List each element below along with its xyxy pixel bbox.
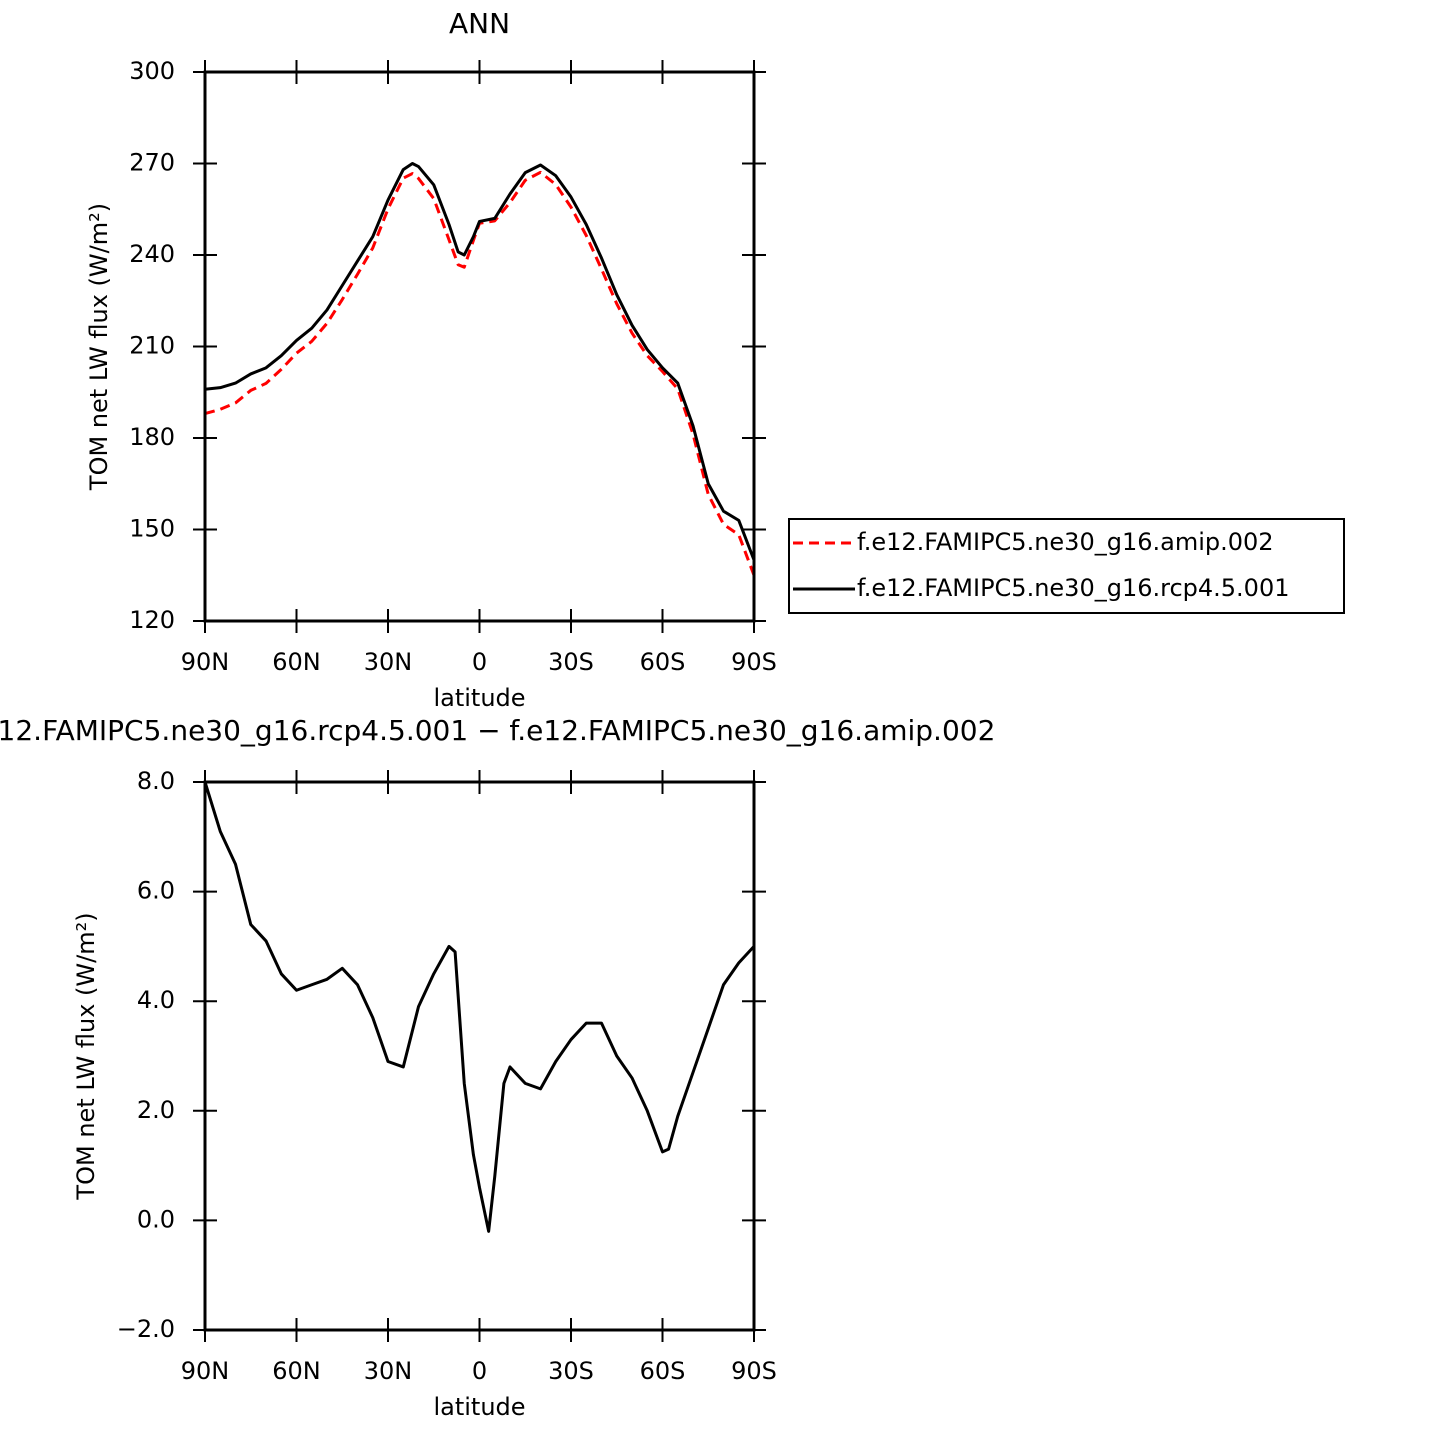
chart-title: ANN bbox=[449, 7, 510, 40]
y-tick-label: 210 bbox=[129, 332, 175, 360]
x-tick-label: 60N bbox=[272, 648, 321, 676]
x-tick-label: 90N bbox=[181, 648, 230, 676]
chart-title: f.e12.FAMIPC5.ne30_g16.rcp4.5.001 − f.e1… bbox=[0, 714, 995, 747]
y-tick-label: 2.0 bbox=[137, 1096, 175, 1124]
y-tick-label: 120 bbox=[129, 606, 175, 634]
legend-label: f.e12.FAMIPC5.ne30_g16.amip.002 bbox=[857, 528, 1274, 556]
legend-label: f.e12.FAMIPC5.ne30_g16.rcp4.5.001 bbox=[857, 574, 1290, 602]
x-axis-label: latitude bbox=[433, 684, 525, 712]
x-tick-label: 30S bbox=[548, 1357, 594, 1385]
legend-box bbox=[788, 518, 1345, 614]
y-tick-label: 270 bbox=[129, 149, 175, 177]
x-tick-label: 60S bbox=[640, 648, 686, 676]
y-axis-label: TOM net LW flux (W/m²) bbox=[72, 912, 100, 1200]
data-line bbox=[204, 162, 756, 561]
plot-frame bbox=[203, 70, 756, 623]
x-tick-label: 30N bbox=[364, 648, 413, 676]
x-tick-label: 90N bbox=[181, 1357, 230, 1385]
x-tick-label: 30N bbox=[364, 1357, 413, 1385]
x-tick-label: 60S bbox=[640, 1357, 686, 1385]
y-tick-label: 0.0 bbox=[137, 1205, 175, 1233]
y-tick-label: 4.0 bbox=[137, 986, 175, 1014]
y-tick-label: 180 bbox=[129, 423, 175, 451]
y-axis-label: TOM net LW flux (W/m²) bbox=[85, 203, 113, 491]
x-axis-label: latitude bbox=[433, 1393, 525, 1421]
x-tick-label: 60N bbox=[272, 1357, 321, 1385]
plot-frame bbox=[203, 780, 756, 1332]
x-tick-label: 30S bbox=[548, 648, 594, 676]
data-line bbox=[203, 781, 756, 1233]
y-tick-label: 300 bbox=[129, 57, 175, 85]
y-tick-label: 150 bbox=[129, 515, 175, 543]
y-tick-label: 6.0 bbox=[137, 877, 175, 905]
x-tick-label: 0 bbox=[472, 648, 487, 676]
x-tick-label: 0 bbox=[472, 1357, 487, 1385]
x-tick-label: 90S bbox=[731, 1357, 777, 1385]
y-tick-label: −2.0 bbox=[117, 1315, 175, 1343]
y-tick-label: 240 bbox=[129, 240, 175, 268]
data-line bbox=[204, 170, 756, 576]
x-tick-label: 90S bbox=[731, 648, 777, 676]
y-tick-label: 8.0 bbox=[137, 767, 175, 795]
